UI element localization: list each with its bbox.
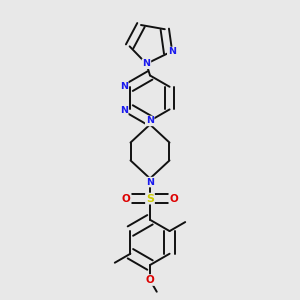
Text: N: N bbox=[146, 116, 154, 125]
Text: N: N bbox=[146, 178, 154, 187]
Text: N: N bbox=[142, 59, 150, 68]
Text: O: O bbox=[169, 194, 178, 204]
Text: N: N bbox=[168, 47, 176, 56]
Text: S: S bbox=[146, 194, 154, 204]
Text: N: N bbox=[120, 82, 128, 91]
Text: O: O bbox=[146, 275, 154, 285]
Text: N: N bbox=[120, 106, 128, 115]
Text: O: O bbox=[122, 194, 131, 204]
